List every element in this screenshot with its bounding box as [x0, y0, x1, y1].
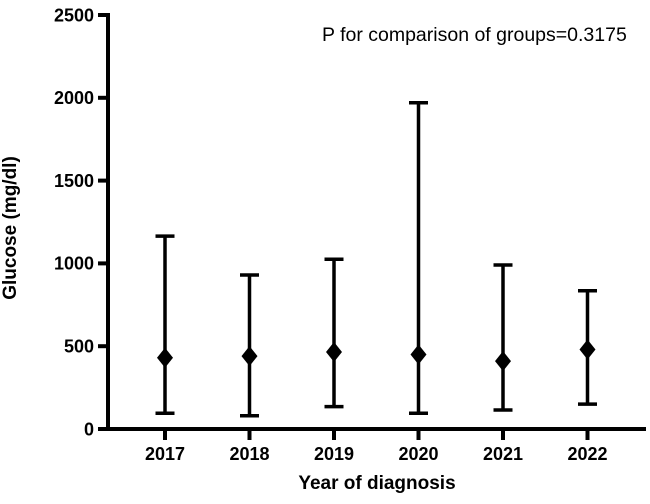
- y-axis-title: Glucose (mg/dl): [0, 156, 21, 300]
- y-tick-label: 2500: [54, 5, 94, 25]
- y-tick-label: 2000: [54, 88, 94, 108]
- error-bar-2021: [493, 263, 513, 412]
- error-bar-2022: [578, 288, 597, 406]
- x-tick-label: 2022: [567, 444, 607, 464]
- error-bar-2020: [409, 101, 428, 416]
- y-tick-label: 1000: [54, 254, 94, 274]
- median-marker: [157, 347, 173, 368]
- y-tick-label: 1500: [54, 171, 94, 191]
- y-tick-label: 500: [64, 337, 94, 357]
- x-tick-label: 2017: [145, 444, 185, 464]
- axes: 0 500 1000 1500 2000 2500 2017 2018 2019 2020 2021…: [54, 5, 646, 464]
- p-value-annotation: P for comparison of groups=0.3175: [322, 24, 627, 46]
- y-tick-label: 0: [84, 419, 94, 439]
- x-tick-label: 2020: [398, 444, 438, 464]
- error-bar-2019: [324, 257, 344, 409]
- median-marker: [410, 344, 427, 365]
- x-tick-label: 2019: [314, 444, 354, 464]
- error-bar-2018: [240, 273, 259, 418]
- error-bar-2017: [155, 234, 175, 416]
- x-axis-title: Year of diagnosis: [298, 473, 455, 494]
- x-tick-label: 2021: [483, 444, 523, 464]
- median-marker: [579, 339, 596, 360]
- median-marker: [326, 341, 342, 362]
- median-marker: [241, 346, 258, 367]
- x-tick-label: 2018: [229, 444, 269, 464]
- error-bar-series: [155, 101, 597, 418]
- median-marker: [495, 351, 511, 372]
